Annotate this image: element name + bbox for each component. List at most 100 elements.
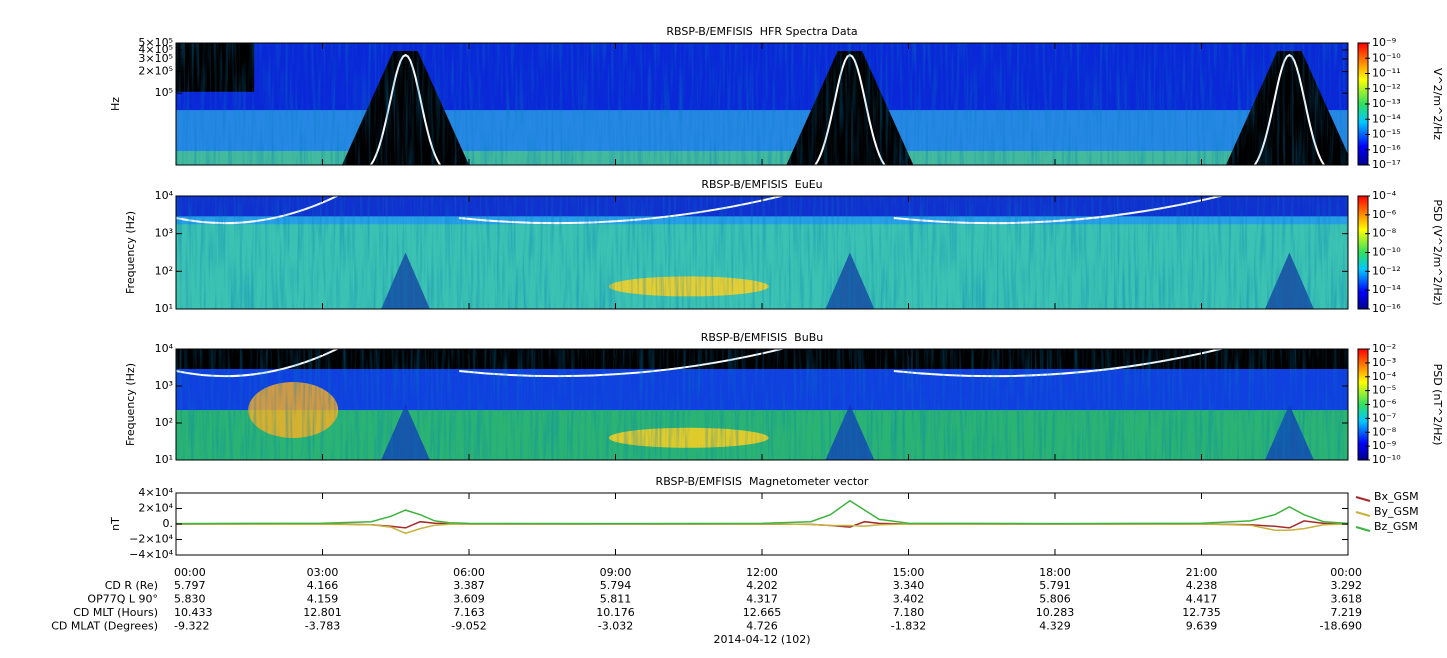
x-tick-label: 03:00 (307, 566, 339, 579)
ephemeris-value: 4.159 (307, 593, 339, 606)
ephemeris-value: 4.329 (1039, 620, 1071, 633)
colorbar-tick-label: 10⁻¹² (1372, 82, 1401, 95)
colorbar-tick-label: 10⁻¹¹ (1372, 67, 1401, 80)
y-axis-label: Frequency (Hz) (124, 363, 137, 446)
ephemeris-value: -1.832 (891, 620, 926, 633)
y-tick-label: 10¹ (155, 302, 173, 315)
ephemeris-value: 10.283 (1036, 606, 1075, 619)
panel-title: RBSP-B/EMFISIS EuEu (701, 178, 822, 191)
ephemeris-value: 7.163 (453, 606, 485, 619)
ephemeris-value: 3.340 (893, 579, 925, 592)
legend-label: Bx_GSM (1374, 490, 1419, 503)
ephemeris-value: 3.618 (1331, 593, 1363, 606)
ephemeris-value: -9.322 (174, 620, 209, 633)
colorbar-label: V^2/m^2/Hz (1431, 68, 1444, 140)
colorbar-tick-label: 10⁻¹⁴ (1372, 283, 1401, 296)
colorbar-tick-label: 10⁻⁶ (1372, 398, 1397, 411)
ephemeris-value: 5.791 (1039, 579, 1071, 592)
y-tick-label: 5×10⁵ (138, 36, 173, 49)
y-tick-label: 10³ (155, 227, 173, 240)
x-tick-label: 09:00 (600, 566, 632, 579)
colorbar-tick-label: 10⁻³ (1372, 356, 1396, 369)
colorbar-tick-label: 10⁻¹² (1372, 264, 1401, 277)
ephemeris-value: 7.219 (1331, 606, 1363, 619)
colorbar-tick-label: 10⁻¹⁵ (1372, 128, 1401, 141)
ephemeris-value: -18.690 (1320, 620, 1362, 633)
texture (176, 43, 1348, 165)
ephemeris-label: OP77Q L 90° (87, 593, 158, 606)
colorbar-tick-label: 10⁻⁶ (1372, 208, 1397, 221)
colorbar-tick-label: 10⁻² (1372, 342, 1396, 355)
ephemeris-value: 10.433 (174, 606, 213, 619)
panel-title: RBSP-B/EMFISIS HFR Spectra Data (666, 25, 857, 38)
colorbar-tick-label: 10⁻⁹ (1372, 439, 1396, 452)
legend-swatch (1355, 511, 1371, 517)
ephemeris-label: CD MLT (Hours) (73, 606, 158, 619)
y-tick-label: 2×10⁵ (138, 65, 173, 78)
y-tick-label: −4×10⁴ (129, 548, 173, 561)
y-axis-label: Frequency (Hz) (124, 211, 137, 294)
ephemeris-value: 5.806 (1039, 593, 1071, 606)
legend-swatch (1355, 526, 1371, 532)
spectrogram-image (176, 349, 1348, 460)
ephemeris-value: 5.830 (174, 593, 206, 606)
colorbar-tick-label: 10⁻¹³ (1372, 97, 1401, 110)
ephemeris-value: 3.387 (453, 579, 485, 592)
y-tick-label: 10² (155, 416, 173, 429)
ephemeris-value: 4.726 (746, 620, 778, 633)
x-tick-label: 06:00 (453, 566, 485, 579)
y-tick-label: 10³ (155, 379, 173, 392)
ephemeris-value: 3.402 (893, 593, 925, 606)
colorbar-tick-label: 10⁻¹⁶ (1372, 143, 1401, 156)
colorbar-tick-label: 10⁻⁹ (1372, 36, 1396, 49)
ephemeris-value: 4.317 (746, 593, 778, 606)
y-tick-label: 4×10⁵ (138, 43, 173, 56)
texture (176, 349, 1348, 460)
x-tick-label: 18:00 (1039, 566, 1071, 579)
colorbar-tick-label: 10⁻⁸ (1372, 227, 1397, 240)
y-tick-label: 0. (163, 517, 174, 530)
ephemeris-value: 12.665 (743, 606, 782, 619)
ephemeris-value: 4.417 (1186, 593, 1218, 606)
ephemeris-label: CD R (Re) (105, 579, 158, 592)
colorbar-label: PSD (nT^2/Hz) (1431, 364, 1444, 446)
panel-title: RBSP-B/EMFISIS Magnetometer vector (656, 475, 869, 488)
colorbar-tick-label: 10⁻⁷ (1372, 411, 1396, 424)
colorbar-tick-label: 10⁻⁴ (1372, 370, 1397, 383)
y-tick-label: −2×10⁴ (129, 533, 173, 546)
x-axis-label: 2014-04-12 (102) (713, 633, 810, 646)
ephemeris-value: 12.735 (1182, 606, 1221, 619)
ephemeris-value: 9.639 (1186, 620, 1218, 633)
colorbar-tick-label: 10⁻⁸ (1372, 425, 1397, 438)
ephemeris-value: 7.180 (893, 606, 925, 619)
ephemeris-value: 12.801 (303, 606, 342, 619)
panel-title: RBSP-B/EMFISIS BuBu (701, 331, 823, 344)
ephemeris-value: 5.797 (174, 579, 206, 592)
y-tick-label: 10² (155, 264, 173, 277)
ephemeris-label: CD MLAT (Degrees) (51, 620, 158, 633)
ephemeris-value: 4.166 (307, 579, 339, 592)
x-tick-label: 15:00 (893, 566, 925, 579)
ephemeris-value: 3.609 (453, 593, 485, 606)
ephemeris-value: -3.032 (598, 620, 633, 633)
legend-swatch (1355, 496, 1371, 502)
colorbar-tick-label: 10⁻¹⁰ (1372, 51, 1401, 64)
colorbar-tick-label: 10⁻⁵ (1372, 384, 1396, 397)
y-tick-label: 3×10⁵ (138, 52, 173, 65)
series-line (175, 523, 1349, 535)
colorbar-tick-label: 10⁻¹⁷ (1372, 158, 1401, 171)
ephemeris-value: 10.176 (596, 606, 635, 619)
y-tick-label: 10⁴ (155, 342, 174, 355)
legend-label: By_GSM (1374, 505, 1419, 518)
spectrogram-image (176, 43, 1348, 165)
colorbar-tick-label: 10⁻¹⁰ (1372, 453, 1401, 466)
ephemeris-value: 3.292 (1331, 579, 1363, 592)
colorbar-label: PSD (V^2/m^2/Hz) (1431, 199, 1444, 305)
ephemeris-value: 4.202 (746, 579, 778, 592)
ephemeris-value: 4.238 (1186, 579, 1218, 592)
legend-label: Bz_GSM (1374, 520, 1418, 533)
colorbar-tick-label: 10⁻⁴ (1372, 189, 1397, 202)
y-tick-label: 10¹ (155, 453, 173, 466)
ephemeris-value: 5.794 (600, 579, 632, 592)
